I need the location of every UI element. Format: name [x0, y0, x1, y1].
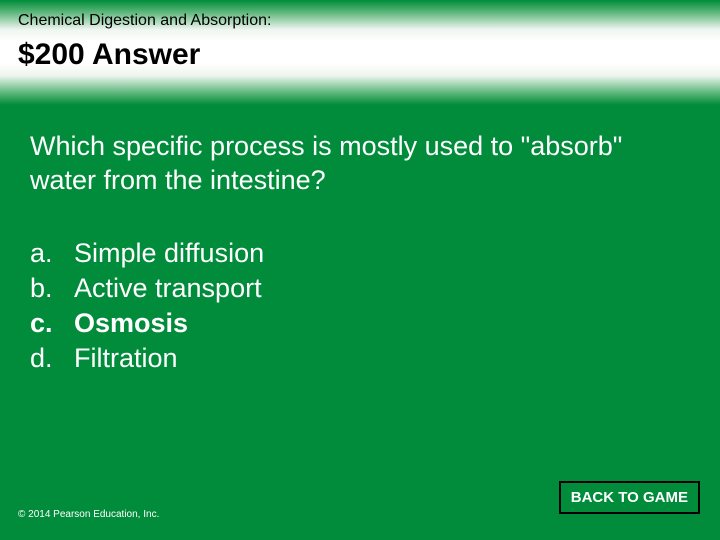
option-text: Osmosis — [74, 306, 188, 341]
slide-title: $200 Answer — [18, 38, 702, 72]
option-letter: a. — [30, 236, 74, 271]
option-text: Filtration — [74, 341, 178, 376]
option-letter: d. — [30, 341, 74, 376]
option-d: d. Filtration — [30, 341, 690, 376]
topic-text: Chemical Digestion and Absorption: — [18, 12, 702, 30]
option-a: a. Simple diffusion — [30, 236, 690, 271]
header-band: Chemical Digestion and Absorption: $200 … — [0, 0, 720, 105]
question-text: Which specific process is mostly used to… — [30, 130, 690, 198]
option-b: b. Active transport — [30, 271, 690, 306]
back-to-game-button[interactable]: BACK TO GAME — [559, 481, 700, 514]
option-letter: b. — [30, 271, 74, 306]
option-text: Simple diffusion — [74, 236, 264, 271]
option-text: Active transport — [74, 271, 262, 306]
option-letter: c. — [30, 306, 74, 341]
options-list: a. Simple diffusion b. Active transport … — [30, 236, 690, 376]
option-c: c. Osmosis — [30, 306, 690, 341]
copyright-text: © 2014 Pearson Education, Inc. — [18, 509, 159, 520]
header-inner: Chemical Digestion and Absorption: $200 … — [0, 0, 720, 72]
content-area: Which specific process is mostly used to… — [30, 130, 690, 376]
